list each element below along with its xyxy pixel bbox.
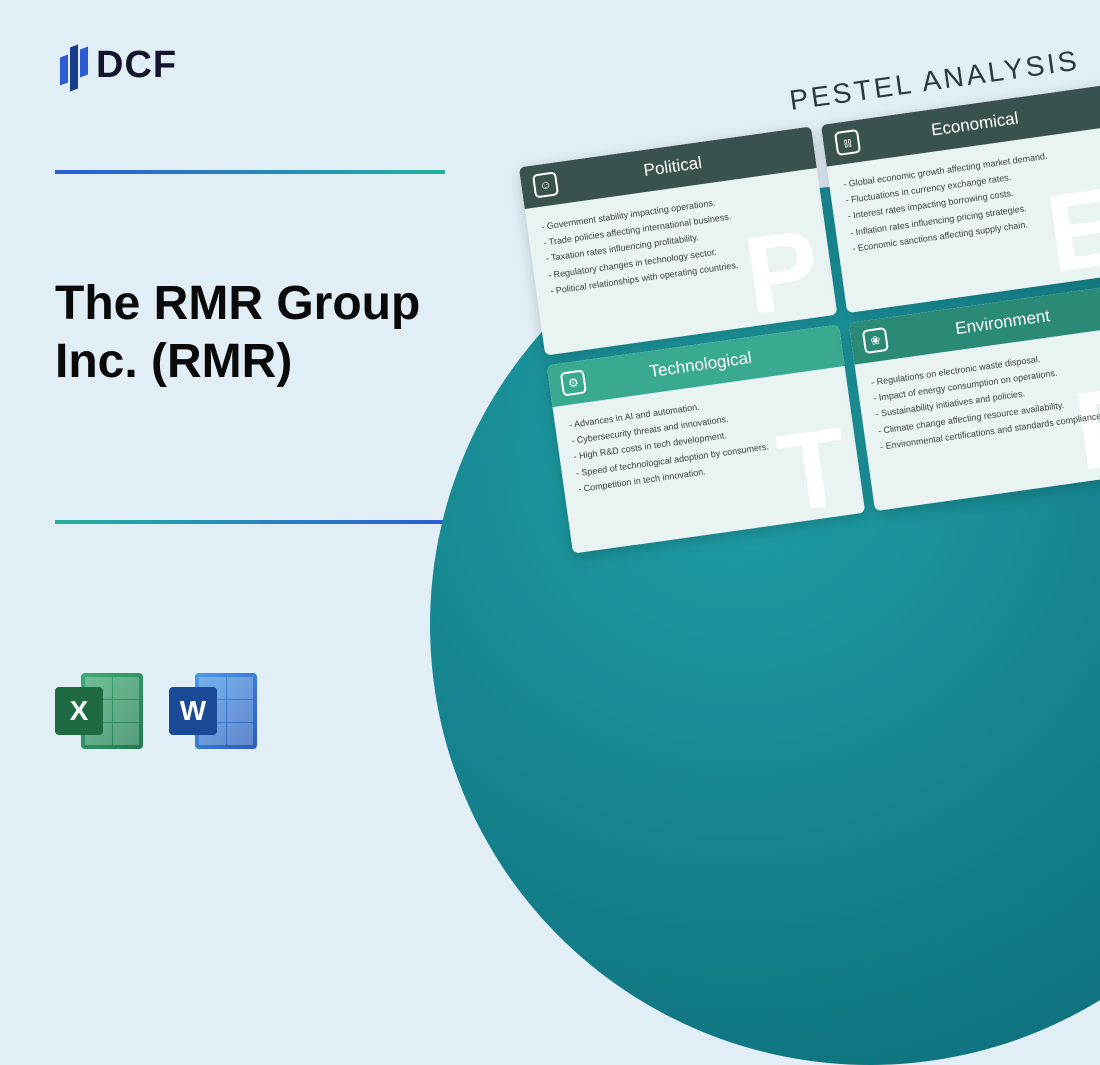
divider-bottom <box>55 520 445 524</box>
bar-chart-icon: ⫾⫾ <box>834 129 861 156</box>
pestel-grid: P ☺ Political Government stability impac… <box>519 84 1100 554</box>
file-icons-row: X W <box>55 667 257 755</box>
dcf-logo: DCF <box>60 40 177 90</box>
card-political: P ☺ Political Government stability impac… <box>519 126 838 355</box>
card-environment: E ❀ Environment Regulations on electroni… <box>849 282 1100 511</box>
card-technological: T ⚙ Technological Advances in AI and aut… <box>547 324 866 553</box>
excel-letter: X <box>55 687 103 735</box>
word-letter: W <box>169 687 217 735</box>
page-title: The RMR Group Inc. (RMR) <box>55 275 495 390</box>
logo-bars-icon <box>60 40 88 90</box>
pestel-analysis-panel: PESTEL ANALYSIS P ☺ Political Government… <box>513 40 1100 553</box>
gear-icon: ⚙ <box>560 369 587 396</box>
excel-icon: X <box>55 667 143 755</box>
divider-top <box>55 170 445 174</box>
word-icon: W <box>169 667 257 755</box>
card-economical: E ⫾⫾ Economical Global economic growth a… <box>821 84 1100 313</box>
leaf-icon: ❀ <box>862 327 889 354</box>
user-shield-icon: ☺ <box>532 171 559 198</box>
logo-text: DCF <box>96 44 177 87</box>
